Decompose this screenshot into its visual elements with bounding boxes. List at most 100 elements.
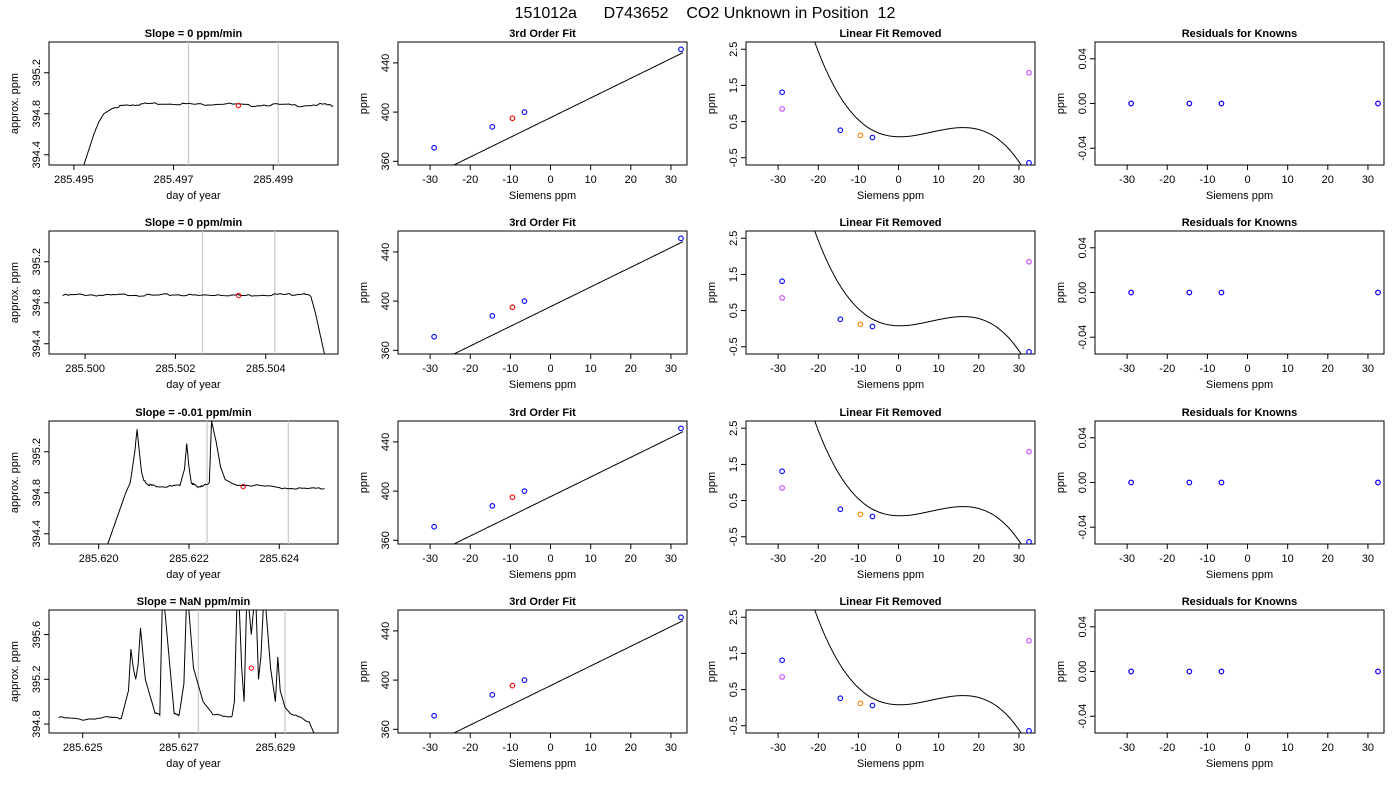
x-tick-label: 285.620 <box>79 553 119 565</box>
y-axis-label: ppm <box>358 93 370 114</box>
known-standard-point <box>489 503 496 509</box>
extra-point <box>779 106 785 112</box>
y-tick-label: -0.5 <box>728 148 740 167</box>
x-tick-label: 10 <box>585 742 597 754</box>
panel-title: Residuals for Knowns <box>1182 596 1298 608</box>
plot-area <box>431 46 684 165</box>
y-axis-label: ppm <box>358 661 370 682</box>
y-tick-label: 0.5 <box>728 493 740 508</box>
x-tick-label: 10 <box>585 553 597 565</box>
ppm-trace-line <box>83 102 334 165</box>
panel-title: 3rd Order Fit <box>509 596 576 608</box>
plot-area <box>779 231 1032 354</box>
x-tick-label: 30 <box>1013 174 1025 186</box>
x-tick-label: 30 <box>665 363 677 375</box>
x-tick-label: -10 <box>1199 742 1215 754</box>
panel-r0-c2: Linear Fit Removed -30 -20 -10 0 10 20 30 -0.5 0.… <box>706 28 1036 202</box>
panel-r2-c3: Residuals for Knowns -30 -20 -10 0 10 20 30 -0.0… <box>1055 407 1385 581</box>
y-tick-label: 1.5 <box>728 267 740 282</box>
y-tick-label: 0.00 <box>1077 282 1089 303</box>
known-standard-point <box>1375 100 1381 107</box>
x-tick-label: 30 <box>665 174 677 186</box>
panel-r2-c1: 3rd Order Fit -30 -20 -10 0 10 20 30 360 400 440 Si… <box>358 407 688 581</box>
panel-r0-c3: Residuals for Knowns -30 -20 -10 0 10 20 30 -0.0… <box>1055 28 1385 202</box>
y-tick-label: 395.2 <box>31 666 43 694</box>
x-tick-label: 10 <box>1282 363 1294 375</box>
sample-marker-point <box>235 292 242 299</box>
panel-grid: Slope = 0 ppm/min 285.495 285.497 285.499 39… <box>9 28 1385 770</box>
plot-area <box>431 614 684 733</box>
x-tick-label: -30 <box>1119 174 1135 186</box>
x-tick-label: 30 <box>1013 553 1025 565</box>
plot-area <box>779 421 1032 544</box>
x-tick-label: -10 <box>502 742 518 754</box>
extra-point <box>1026 637 1032 644</box>
x-tick-label: -10 <box>502 174 518 186</box>
x-tick-label: -10 <box>1199 553 1215 565</box>
x-tick-label: 30 <box>1013 742 1025 754</box>
known-standard-point <box>779 278 785 285</box>
x-tick-label: 30 <box>1362 553 1374 565</box>
x-tick-label: -10 <box>850 742 866 754</box>
x-tick-label: -30 <box>422 742 438 754</box>
plot-area <box>431 235 684 354</box>
unknown-sample-point <box>509 304 516 311</box>
x-tick-label: 10 <box>933 174 945 186</box>
y-tick-label: 0.00 <box>1077 93 1089 114</box>
x-tick-label: 10 <box>933 553 945 565</box>
panel-title: Slope = 0 ppm/min <box>145 28 243 40</box>
y-tick-label: 1.5 <box>728 457 740 472</box>
y-tick-label: 395.2 <box>31 438 43 466</box>
y-tick-label: 360 <box>380 152 392 170</box>
x-tick-label: 10 <box>1282 742 1294 754</box>
panel-title: Linear Fit Removed <box>839 28 941 40</box>
known-standard-point <box>1026 538 1032 544</box>
y-tick-label: -0.5 <box>728 337 740 356</box>
y-tick-label: 394.8 <box>31 479 43 507</box>
panel-r0-c1: 3rd Order Fit -30 -20 -10 0 10 20 30 360 400 440 Si… <box>358 28 688 202</box>
y-tick-label: 395.6 <box>31 621 43 649</box>
plot-frame <box>1094 420 1385 545</box>
plot-area <box>1128 668 1381 675</box>
x-tick-label: 10 <box>933 742 945 754</box>
panel-r2-c0: Slope = -0.01 ppm/min 285.620 285.622 285.6… <box>9 407 339 581</box>
plot-area <box>83 42 334 165</box>
y-tick-label: 395.2 <box>31 248 43 276</box>
y-axis-label: approx. ppm <box>9 641 21 702</box>
known-standard-point <box>678 235 684 242</box>
x-tick-label: 10 <box>1282 174 1294 186</box>
y-tick-label: 400 <box>380 292 392 310</box>
known-standard-point <box>489 313 496 319</box>
panel-r3-c1: 3rd Order Fit -30 -20 -10 0 10 20 30 360 400 440 Si… <box>358 596 688 770</box>
panel-r3-c2: Linear Fit Removed -30 -20 -10 0 10 20 30 -0.5 0.… <box>706 596 1036 770</box>
y-axis-label: ppm <box>1055 472 1067 493</box>
sample-marker-point <box>248 665 255 671</box>
y-tick-label: 0.5 <box>728 114 740 129</box>
x-tick-label: 285.497 <box>154 174 194 186</box>
x-tick-label: -30 <box>770 174 786 186</box>
extra-point <box>779 295 785 301</box>
x-axis-label: Siemens ppm <box>857 758 924 770</box>
panel-title: 3rd Order Fit <box>509 407 576 419</box>
known-standard-point <box>521 109 528 115</box>
x-tick-label: -30 <box>1119 553 1135 565</box>
x-tick-label: -10 <box>1199 363 1215 375</box>
y-tick-label: 2.5 <box>728 42 740 57</box>
known-standard-point <box>1218 100 1225 107</box>
x-tick-label: 20 <box>1322 174 1334 186</box>
y-tick-label: 1.5 <box>728 78 740 93</box>
y-tick-label: 394.8 <box>31 289 43 317</box>
known-standard-point <box>1128 100 1134 107</box>
known-standard-point <box>779 89 785 96</box>
x-tick-label: -10 <box>850 553 866 565</box>
known-standard-point <box>837 127 844 134</box>
panel-title: Linear Fit Removed <box>839 217 941 229</box>
y-axis-label: approx. ppm <box>9 73 21 134</box>
y-tick-label: 440 <box>380 54 392 72</box>
x-tick-label: 0 <box>1244 363 1250 375</box>
known-standard-point <box>431 523 437 530</box>
known-standard-point <box>869 513 876 520</box>
y-tick-label: 394.8 <box>31 100 43 128</box>
panel-title: 3rd Order Fit <box>509 217 576 229</box>
y-tick-label: 2.5 <box>728 421 740 436</box>
